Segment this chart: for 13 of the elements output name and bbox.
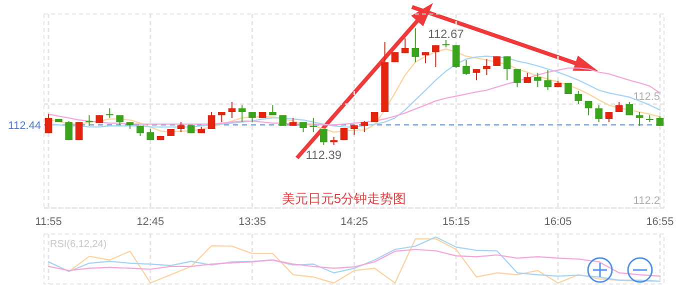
x-tick-label: 13:35: [238, 216, 266, 228]
x-tick-label: 12:45: [136, 216, 164, 228]
annotation: 112.39: [306, 148, 342, 162]
y-tick-label: 112.5: [633, 91, 660, 104]
x-tick-label: 15:15: [442, 216, 470, 228]
x-tick-label: 16:55: [646, 216, 674, 228]
x-tick-label: 11:55: [35, 216, 62, 228]
annotation: 112.67: [428, 27, 464, 42]
x-tick-label: 14:25: [340, 216, 368, 228]
ref-line-label: 112.44: [8, 120, 41, 132]
y-tick-label: 112.2: [633, 195, 660, 207]
text: 美元日元5分钟走势图: [282, 191, 406, 206]
x-tick-label: 16:05: [544, 216, 572, 228]
